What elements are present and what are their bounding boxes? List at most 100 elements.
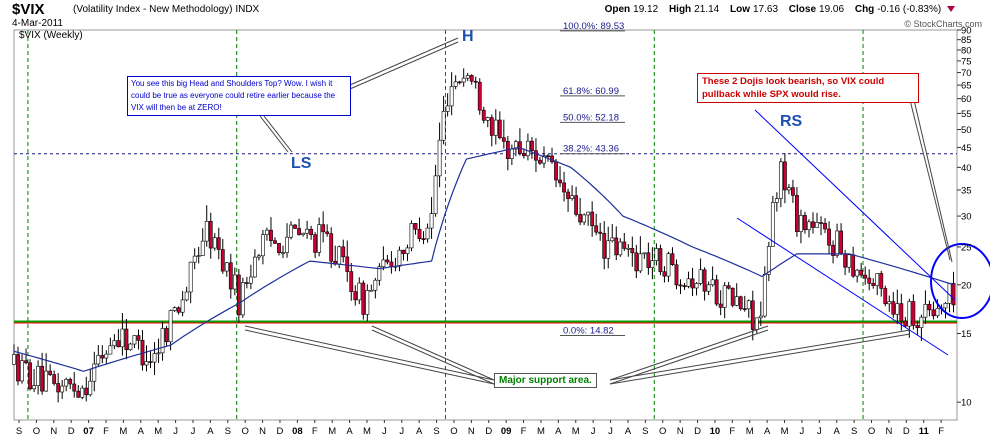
candle-body xyxy=(530,140,534,151)
candle-body xyxy=(509,148,514,159)
candle-body xyxy=(578,214,583,223)
x-tick-label: O xyxy=(450,426,457,437)
x-tick-label: O xyxy=(868,426,875,437)
candle-body xyxy=(172,307,177,311)
y-tick-label: 30 xyxy=(961,212,972,223)
candle-body xyxy=(24,360,28,364)
candle-body xyxy=(774,198,779,203)
candle-body xyxy=(742,308,747,310)
candle-body xyxy=(546,155,550,158)
support-pointer xyxy=(609,329,911,381)
head-shoulders-note: You see this big Head and Shoulders Top?… xyxy=(127,76,351,116)
candle-body xyxy=(562,182,566,193)
candle-body xyxy=(590,211,595,227)
candle-body xyxy=(831,244,835,256)
candle-body xyxy=(863,274,868,279)
x-tick-label: S xyxy=(16,426,22,437)
moving-average-line xyxy=(13,146,954,372)
candle-body xyxy=(164,328,169,343)
candle-body xyxy=(473,80,478,83)
x-tick-label: S xyxy=(642,426,648,437)
x-tick-label: J xyxy=(399,426,404,437)
candle-body xyxy=(662,271,667,277)
candle-body xyxy=(819,222,823,224)
candle-body xyxy=(265,229,269,235)
candle-body xyxy=(911,301,916,326)
candle-body xyxy=(746,300,751,310)
x-tick-label: A xyxy=(764,426,771,437)
x-tick-label: 07 xyxy=(83,426,94,437)
x-tick-label: J xyxy=(800,426,805,437)
candle-body xyxy=(542,155,546,164)
candle-body xyxy=(927,303,932,311)
candle-body xyxy=(108,345,113,355)
candle-body xyxy=(698,269,703,284)
y-tick-label: 10 xyxy=(961,398,972,409)
candle-body xyxy=(72,383,77,392)
candle-body xyxy=(84,387,89,396)
x-tick-label: M xyxy=(154,426,162,437)
candle-body xyxy=(871,282,876,286)
candle-body xyxy=(622,241,627,249)
candle-body xyxy=(835,230,839,256)
candle-body xyxy=(875,273,880,286)
candle-body xyxy=(144,361,149,366)
candle-body xyxy=(634,252,639,272)
candle-body xyxy=(610,237,615,242)
x-tick-label: N xyxy=(50,426,57,437)
x-tick-label: S xyxy=(433,426,439,437)
x-tick-label: S xyxy=(851,426,857,437)
candle-body xyxy=(574,195,579,215)
candle-body xyxy=(244,282,249,284)
fib-label: 100.0%: 89.53 xyxy=(563,21,624,32)
x-tick-label: N xyxy=(677,426,684,437)
candle-body xyxy=(646,252,651,268)
candle-body xyxy=(104,353,109,359)
candle-body xyxy=(100,355,105,359)
candle-body xyxy=(385,259,390,263)
candle-body xyxy=(730,287,735,306)
candle-body xyxy=(654,248,659,262)
candle-body xyxy=(843,253,848,268)
candle-body xyxy=(706,284,711,292)
candle-body xyxy=(401,249,406,254)
candle-body xyxy=(220,249,225,272)
plot-frame xyxy=(13,29,958,421)
candle-body xyxy=(598,231,603,234)
symbol: $VIX xyxy=(12,1,45,18)
y-tick-label: 25 xyxy=(961,242,972,253)
x-tick-label: A xyxy=(625,426,632,437)
candle-body xyxy=(32,385,36,390)
dojis-circle xyxy=(930,243,990,319)
candle-body xyxy=(184,291,189,301)
candle-body xyxy=(726,285,731,289)
candle-body xyxy=(594,225,599,233)
candle-body xyxy=(180,299,185,313)
candle-body xyxy=(196,255,201,257)
candle-body xyxy=(236,274,241,316)
candle-body xyxy=(361,282,366,315)
candle-body xyxy=(136,335,141,341)
right-shoulder-label: RS xyxy=(780,113,803,130)
fib-label: 61.8%: 60.99 xyxy=(563,86,619,97)
candle-body xyxy=(80,387,85,398)
x-tick-label: D xyxy=(903,426,910,437)
candle-body xyxy=(64,378,69,387)
candle-body xyxy=(566,191,570,199)
candle-body xyxy=(60,385,65,393)
candle-body xyxy=(666,253,671,277)
candle-body xyxy=(44,370,49,392)
x-tick-label: M xyxy=(781,426,789,437)
candle-body xyxy=(345,256,350,272)
candle-body xyxy=(208,220,213,249)
candle-body xyxy=(277,243,281,253)
support-pointer xyxy=(244,329,495,385)
y-tick-label: 90 xyxy=(961,26,972,37)
x-tick-label: N xyxy=(885,426,892,437)
y-tick-label: 70 xyxy=(961,68,972,79)
y-tick-label: 35 xyxy=(961,185,972,196)
candle-body xyxy=(762,273,767,317)
candle-body xyxy=(433,175,438,214)
candle-body xyxy=(148,361,153,363)
